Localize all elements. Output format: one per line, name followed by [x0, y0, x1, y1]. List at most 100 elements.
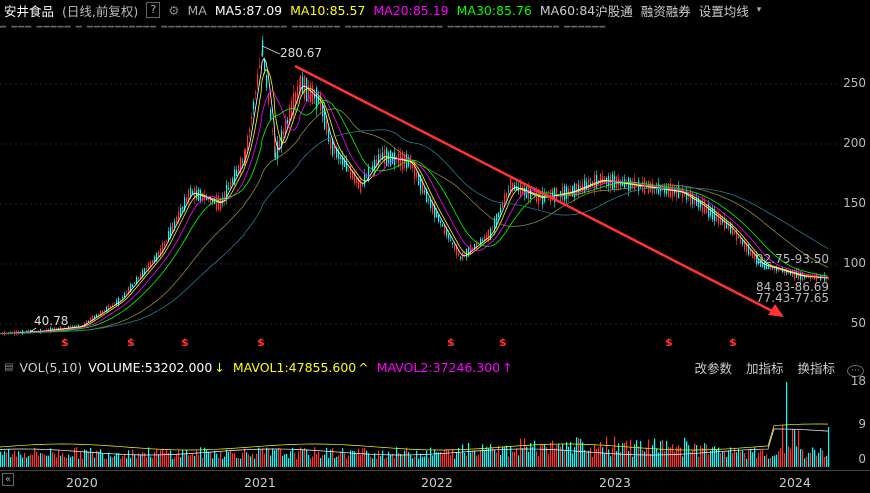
candle-body — [770, 264, 772, 270]
candle-body — [350, 166, 352, 178]
volume-bar — [120, 458, 122, 467]
candle-body — [492, 228, 494, 230]
volume-bar — [424, 456, 426, 467]
volume-bar — [402, 455, 404, 467]
candle-body — [458, 253, 460, 256]
volume-bar — [552, 440, 554, 467]
volume-bar — [446, 449, 448, 467]
candle-body — [84, 322, 86, 326]
close-panel-icon[interactable]: ⋯ — [847, 364, 864, 377]
candle-body — [494, 218, 496, 231]
candle-body — [100, 310, 102, 316]
candle-body — [568, 188, 570, 197]
volume-bar — [764, 455, 766, 467]
volume-chart[interactable] — [0, 372, 870, 467]
event-marker-icon: $ — [61, 336, 69, 346]
volume-bar — [80, 451, 82, 467]
settings-ma-button[interactable]: 设置均线 — [698, 3, 749, 19]
volume-bar — [606, 436, 608, 467]
candle-body — [338, 151, 340, 159]
volume-bar — [94, 457, 96, 467]
price-chart[interactable]: $ $ $ $ $ $ $ $ — [0, 36, 870, 346]
vol-label[interactable]: VOL(5,10) — [19, 359, 83, 375]
volume-bar — [618, 443, 620, 467]
volume-bar — [76, 447, 78, 467]
candle-body — [176, 217, 178, 223]
candle-body — [94, 315, 96, 319]
volume-bar — [224, 456, 226, 467]
help-icon[interactable]: ? — [146, 2, 161, 18]
volume-bar — [792, 428, 794, 467]
volume-bar — [118, 453, 120, 467]
event-marker-icon: $ — [447, 336, 455, 346]
candle-body — [462, 253, 464, 260]
volume-bar — [470, 452, 472, 467]
candle-body — [198, 189, 200, 201]
volume-bar — [474, 450, 476, 467]
volume-bar — [704, 443, 706, 467]
volume-bar — [314, 447, 316, 467]
volume-bar — [794, 429, 796, 467]
volume-bar — [282, 455, 284, 467]
volume-bar — [608, 449, 610, 467]
candle-body — [756, 254, 758, 265]
nav-left-icon[interactable]: « — [2, 473, 15, 486]
volume-bar — [722, 451, 724, 467]
volume-bar — [820, 448, 822, 467]
volume-bar — [512, 451, 514, 467]
volume-bar — [218, 458, 220, 467]
volume-bar — [148, 447, 150, 467]
candle-body — [750, 248, 752, 256]
volume-bar — [306, 449, 308, 467]
volume-bar — [230, 449, 232, 467]
volume-bar — [108, 452, 110, 467]
candle-body — [116, 300, 118, 305]
candle-body — [476, 242, 478, 248]
volume-bar — [510, 445, 512, 467]
candle-body — [772, 266, 774, 269]
candle-body — [600, 173, 602, 187]
candle-body — [710, 208, 712, 216]
volume-bar — [348, 455, 350, 467]
volume-bar — [712, 447, 714, 467]
period-label[interactable]: (日线,前复权) — [62, 3, 139, 19]
add-indicator-button[interactable]: 加指标 — [746, 360, 784, 376]
volume-bar — [84, 449, 86, 467]
collapse-icon[interactable]: ▤ — [4, 361, 14, 373]
volume-bar — [500, 455, 502, 467]
volume-bar — [234, 453, 236, 467]
candle-body — [142, 269, 144, 278]
candle-body — [466, 248, 468, 258]
volume-bar — [30, 454, 32, 467]
volume-bar — [664, 451, 666, 467]
volume-bar — [14, 450, 16, 467]
candle-body — [512, 182, 514, 191]
stock-title[interactable]: 安井食品 — [4, 3, 55, 19]
volume-bar — [46, 455, 48, 467]
candle-body — [110, 306, 112, 308]
ma60-line — [0, 108, 829, 334]
candle-body — [304, 76, 306, 100]
volume-bar — [82, 458, 84, 467]
volume-bar — [730, 447, 732, 467]
volume-bar — [332, 448, 334, 467]
volume-bar — [774, 455, 776, 467]
hgt-link[interactable]: 沪股通 — [595, 3, 633, 19]
candle-body — [268, 92, 270, 103]
candle-body — [240, 157, 242, 174]
gear-icon[interactable]: ⚙ — [168, 2, 180, 18]
volume-bar — [150, 456, 152, 467]
candle-body — [253, 101, 255, 110]
candle-body — [424, 190, 426, 193]
candle-body — [776, 266, 778, 271]
switch-indicator-button[interactable]: 换指标 — [797, 360, 836, 376]
dropdown-icon[interactable]: ▾ — [756, 5, 762, 15]
volume-bar — [206, 449, 208, 467]
volume-bar — [252, 453, 254, 467]
rzrq-link[interactable]: 融资融券 — [640, 3, 691, 19]
volume-bar — [582, 442, 584, 467]
volume-bar — [578, 437, 580, 467]
change-params-button[interactable]: 改参数 — [694, 360, 733, 376]
candle-body — [202, 192, 204, 201]
candle-body — [289, 106, 291, 125]
